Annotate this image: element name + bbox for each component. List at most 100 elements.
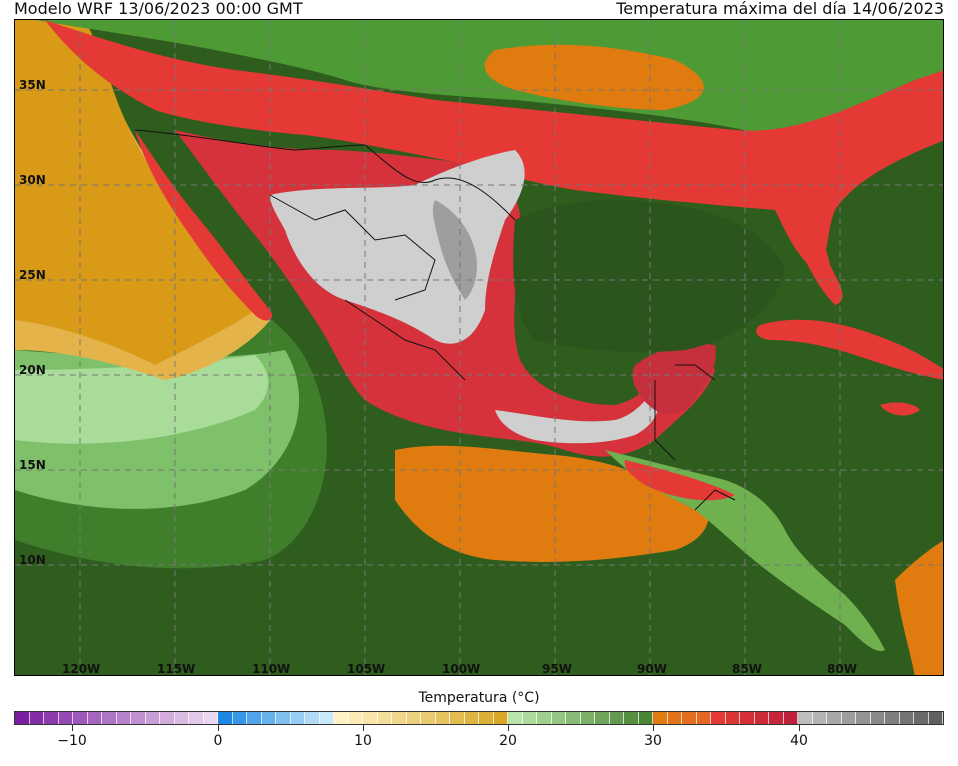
baja-california [135, 130, 273, 321]
colorbar-swatch [856, 712, 871, 724]
lat-label-25n: 25N [19, 268, 46, 282]
colorbar-swatch [102, 712, 117, 724]
cuba-island [756, 319, 943, 380]
colorbar-swatch [189, 712, 204, 724]
colorbar-swatch [232, 712, 247, 724]
east-pacific-warm-patch [395, 445, 709, 562]
colorbar-swatch [218, 712, 233, 724]
colorbar-swatch [551, 712, 566, 724]
colorbar-swatch [479, 712, 494, 724]
colorbar-swatch [334, 712, 349, 724]
colorbar-swatch [653, 712, 668, 724]
colorbar-swatch [145, 712, 160, 724]
lon-label-80w: 80W [827, 662, 857, 676]
colorbar-swatch [914, 712, 929, 724]
colorbar-swatch [87, 712, 102, 724]
gulf-of-mexico [513, 200, 785, 352]
pacific-ocean-band-3 [15, 355, 269, 444]
lat-label-35n: 35N [19, 78, 46, 92]
yucatan-peninsula [632, 343, 716, 415]
colorbar-swatch [595, 712, 610, 724]
colorbar-swatch [841, 712, 856, 724]
colorbar-swatch [73, 712, 88, 724]
lon-label-110w: 110W [252, 662, 291, 676]
colorbar-tick [508, 725, 509, 731]
colorbar-swatch [29, 712, 44, 724]
colorbar-label: 20 [499, 733, 517, 749]
colorbar-swatch [116, 712, 131, 724]
colorbar-swatch [580, 712, 595, 724]
colorbar-swatch [261, 712, 276, 724]
colorbar-swatch [464, 712, 479, 724]
colorbar-swatch [435, 712, 450, 724]
colorbar-swatch [493, 712, 508, 724]
colorbar-swatch [131, 712, 146, 724]
colorbar-swatch [682, 712, 697, 724]
colorbar-label: 10 [354, 733, 372, 749]
colorbar-swatch [406, 712, 421, 724]
colorbar-swatch [363, 712, 378, 724]
usa-north-land [35, 20, 943, 171]
colorbar-tick [218, 725, 219, 731]
lon-label-105w: 105W [347, 662, 386, 676]
lon-label-90w: 90W [637, 662, 667, 676]
colorbar-swatch [754, 712, 769, 724]
colorbar-title: Temperatura (°C) [418, 690, 540, 706]
colorbar-tick [653, 725, 654, 731]
colorbar-swatch [421, 712, 436, 724]
colorbar-swatch [276, 712, 291, 724]
colorbar-label: 30 [644, 733, 662, 749]
jamaica-island [880, 402, 920, 416]
lon-label-100w: 100W [442, 662, 481, 676]
colorbar-swatch [812, 712, 827, 724]
lon-label-120w: 120W [62, 662, 101, 676]
temperature-colorbar [14, 711, 944, 725]
colorbar-swatch [174, 712, 189, 724]
colorbar-swatch [508, 712, 523, 724]
colorbar-swatch [348, 712, 363, 724]
mexico-hottest-core [432, 200, 477, 300]
colorbar-swatch [247, 712, 262, 724]
lon-label-95w: 95W [542, 662, 572, 676]
colorbar-tick [363, 725, 364, 731]
colorbar-swatch [667, 712, 682, 724]
colorbar-label: −10 [57, 733, 87, 749]
colorbar-swatch [899, 712, 914, 724]
south-america-corner [895, 541, 943, 675]
colorbar-swatch [638, 712, 653, 724]
colorbar-swatch [15, 712, 30, 724]
colorbar-swatch [870, 712, 885, 724]
colorbar-tick [799, 725, 800, 731]
colorbar-tick [72, 725, 73, 731]
isthmus-hot-zone [495, 390, 659, 444]
pacific-warmer-area [15, 20, 255, 365]
colorbar-swatch [609, 712, 624, 724]
temperature-map: 35N 30N 25N 20N 15N 10N 120W 115W 110W 1… [14, 19, 944, 676]
colorbar-swatch [783, 712, 798, 724]
colorbar-swatch [711, 712, 726, 724]
colorbar-swatch [160, 712, 175, 724]
colorbar-swatch [290, 712, 305, 724]
colorbar-swatch [319, 712, 334, 724]
colorbar-swatch [566, 712, 581, 724]
colorbar-swatch [377, 712, 392, 724]
colorbar-swatch [522, 712, 537, 724]
colorbar-swatch [928, 712, 943, 724]
colorbar-swatch [450, 712, 465, 724]
florida-peninsula [783, 205, 843, 305]
colorbar-swatch [725, 712, 740, 724]
colorbar-swatch [305, 712, 320, 724]
map-canvas [15, 20, 943, 675]
usa-south-hot-band [45, 20, 943, 270]
lat-label-15n: 15N [19, 458, 46, 472]
map-gridlines [15, 20, 943, 675]
usa-orange-patch [484, 44, 704, 110]
colorbar-swatch [696, 712, 711, 724]
colorbar-label: 0 [213, 733, 223, 749]
colorbar-swatch [58, 712, 73, 724]
colorbar-swatch [769, 712, 784, 724]
lat-label-10n: 10N [19, 553, 46, 567]
colorbar-label: 40 [790, 733, 808, 749]
lon-label-115w: 115W [157, 662, 196, 676]
lat-label-30n: 30N [19, 173, 46, 187]
